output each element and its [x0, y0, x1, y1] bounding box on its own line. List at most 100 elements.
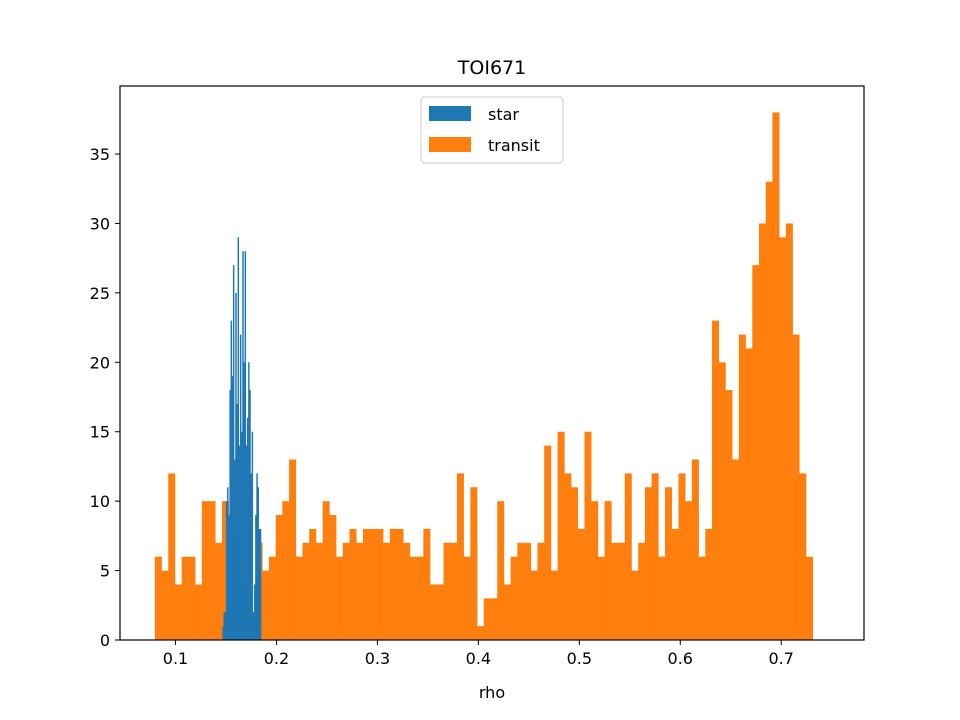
- star-bar-5: [228, 515, 230, 640]
- transit-bar-1: [161, 570, 169, 640]
- star-bar-22: [248, 362, 250, 640]
- transit-bar-18: [275, 515, 283, 640]
- transit-bar-55: [524, 542, 532, 640]
- transit-bar-35: [389, 528, 397, 640]
- star-bar-6: [229, 390, 231, 640]
- transit-bar-4: [181, 556, 189, 640]
- transit-bar-78: [678, 473, 686, 640]
- star-bar-9: [232, 265, 235, 640]
- transit-bar-16: [262, 570, 270, 640]
- y-tick-label-6: 30: [90, 214, 110, 233]
- star-bar-24: [250, 473, 252, 640]
- star-bar-31: [258, 528, 261, 640]
- transit-bar-64: [584, 431, 592, 640]
- transit-bar-68: [611, 542, 619, 640]
- x-tick-label-2: 0.3: [365, 649, 390, 668]
- transit-bar-40: [423, 528, 431, 640]
- transit-bar-45: [456, 473, 464, 640]
- transit-bar-19: [282, 501, 290, 640]
- star-bar-1: [223, 612, 226, 640]
- transit-bar-21: [295, 556, 303, 640]
- transit-bar-77: [671, 528, 679, 640]
- star-bar-21: [246, 417, 249, 640]
- transit-bar-76: [665, 487, 673, 640]
- legend-label-transit: transit: [488, 136, 540, 155]
- transit-bar-8: [208, 501, 216, 640]
- transit-bar-10: [221, 501, 229, 640]
- x-axis-ticks: 0.1 0.2 0.3 0.4 0.5 0.6 0.7: [163, 640, 794, 668]
- transit-bar-26: [329, 515, 337, 640]
- transit-bar-41: [430, 584, 438, 640]
- transit-bar-85: [725, 390, 733, 640]
- transit-bar-92: [772, 112, 780, 640]
- transit-bar-80: [691, 459, 699, 640]
- transit-bar-79: [685, 501, 693, 640]
- legend: star transit: [420, 96, 564, 164]
- transit-bar-23: [309, 528, 317, 640]
- transit-bar-56: [530, 570, 538, 640]
- x-axis-label: rho: [479, 683, 505, 702]
- star-bar-26: [252, 612, 255, 640]
- transit-bar-2: [168, 473, 176, 640]
- transit-bar-36: [396, 528, 404, 640]
- transit-bar-62: [571, 487, 579, 640]
- star-bar-28: [255, 515, 257, 640]
- x-tick-label-5: 0.6: [668, 649, 693, 668]
- star-bar-19: [244, 251, 247, 640]
- transit-bar-31: [362, 528, 370, 640]
- transit-bar-20: [289, 459, 297, 640]
- transit-bar-66: [597, 556, 605, 640]
- chart-title: TOI671: [457, 57, 526, 79]
- transit-bar-30: [356, 542, 364, 640]
- transit-bar-94: [785, 223, 793, 640]
- transit-bar-75: [658, 556, 666, 640]
- star-bar-27: [253, 584, 256, 640]
- transit-bar-38: [409, 556, 417, 640]
- star-bar-0: [222, 626, 224, 640]
- transit-bar-49: [483, 598, 491, 640]
- transit-bar-89: [752, 265, 760, 640]
- transit-bar-47: [470, 487, 478, 640]
- x-tick-label-0: 0.1: [163, 649, 188, 668]
- transit-bar-95: [792, 334, 800, 640]
- transit-bar-65: [591, 501, 599, 640]
- transit-bar-81: [698, 556, 706, 640]
- y-tick-label-3: 15: [90, 423, 110, 442]
- transit-bar-63: [577, 528, 585, 640]
- star-bar-29: [256, 473, 258, 640]
- transit-bar-52: [503, 584, 511, 640]
- transit-bar-87: [738, 334, 746, 640]
- star-bar-30: [257, 487, 259, 640]
- transit-bar-97: [806, 556, 814, 640]
- transit-bar-93: [779, 237, 787, 640]
- transit-bar-73: [644, 487, 652, 640]
- transit-bar-17: [268, 556, 276, 640]
- transit-bar-42: [436, 584, 444, 640]
- transit-bar-91: [765, 181, 773, 640]
- y-tick-label-2: 10: [90, 492, 110, 511]
- transit-bar-46: [463, 556, 471, 640]
- transit-bar-83: [712, 320, 720, 640]
- transit-bar-50: [490, 598, 498, 640]
- star-bar-15: [239, 334, 242, 640]
- transit-bar-53: [510, 556, 518, 640]
- transit-bar-44: [450, 542, 458, 640]
- transit-bar-7: [201, 501, 209, 640]
- star-bar-23: [249, 390, 251, 640]
- transit-bar-33: [376, 528, 384, 640]
- transit-bar-88: [745, 348, 753, 640]
- y-axis-ticks: 0 5 10 15 20 25 30 35: [90, 145, 120, 650]
- transit-bar-70: [624, 473, 632, 640]
- transit-bar-22: [302, 542, 310, 640]
- transit-bar-69: [618, 542, 626, 640]
- y-tick-label-4: 20: [90, 353, 110, 372]
- transit-bar-27: [336, 556, 344, 640]
- transit-bar-3: [174, 584, 182, 640]
- transit-bar-61: [564, 473, 572, 640]
- transit-bar-48: [477, 626, 485, 640]
- y-tick-label-0: 0: [100, 631, 110, 650]
- x-tick-label-6: 0.7: [768, 649, 793, 668]
- star-bar-2: [224, 612, 227, 640]
- x-tick-label-3: 0.4: [466, 649, 491, 668]
- transit-bar-90: [759, 223, 767, 640]
